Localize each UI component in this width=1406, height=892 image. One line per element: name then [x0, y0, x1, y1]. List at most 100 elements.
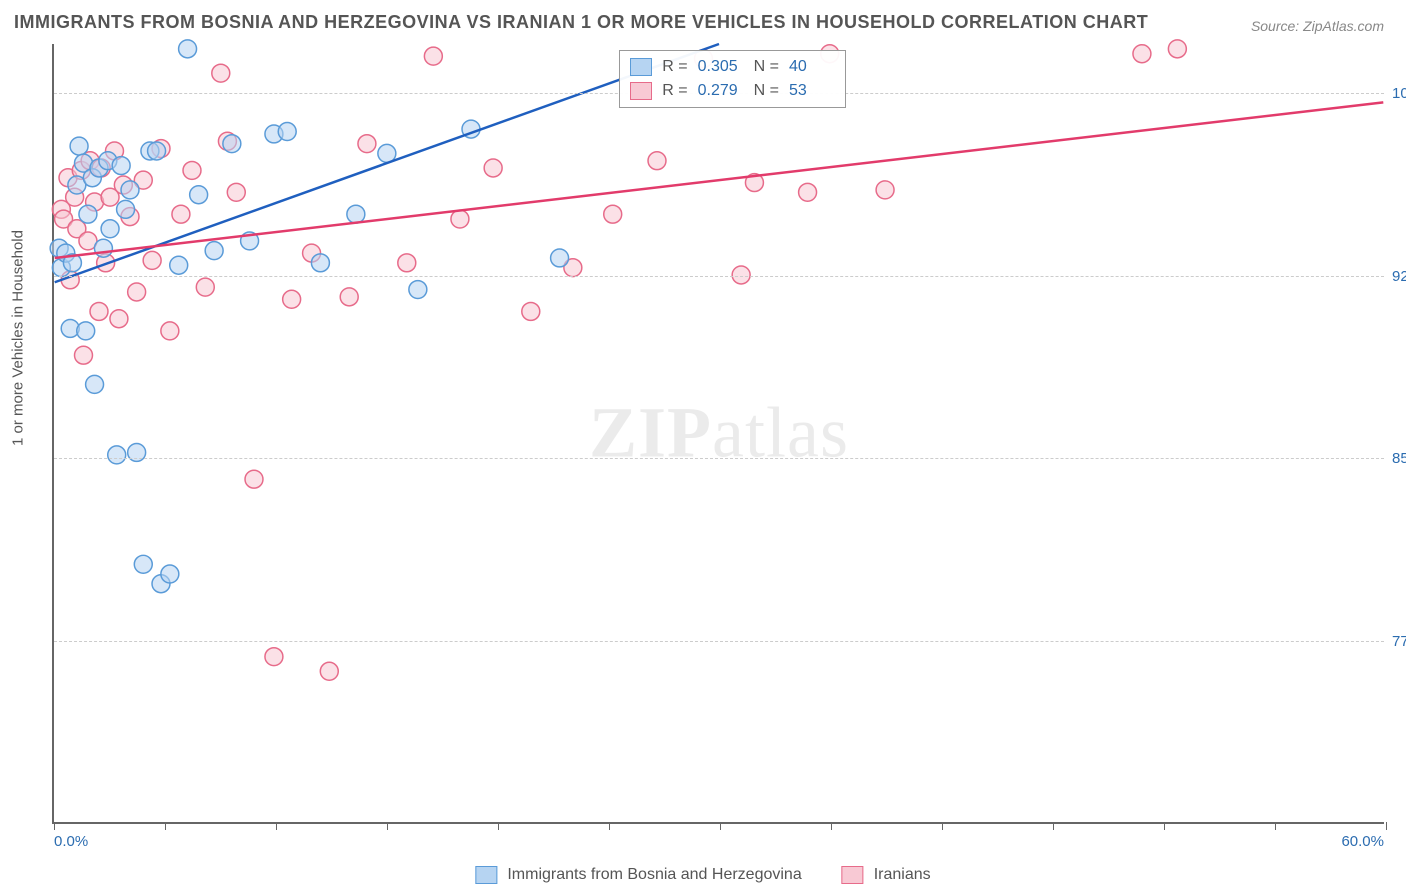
point-iranians	[484, 159, 502, 177]
point-iranians	[245, 470, 263, 488]
x-tick	[609, 822, 610, 830]
point-iranians	[75, 346, 93, 364]
y-axis-title: 1 or more Vehicles in Household	[10, 230, 27, 446]
point-bosnia	[205, 242, 223, 260]
legend-item-bosnia: Immigrants from Bosnia and Herzegovina	[475, 866, 801, 884]
point-bosnia	[134, 555, 152, 573]
y-tick-label: 77.5%	[1392, 633, 1406, 650]
point-iranians	[876, 181, 894, 199]
point-bosnia	[94, 239, 112, 257]
x-tick	[1164, 822, 1165, 830]
point-bosnia	[347, 205, 365, 223]
y-tick-label: 85.0%	[1392, 450, 1406, 467]
point-bosnia	[77, 322, 95, 340]
point-bosnia	[121, 181, 139, 199]
point-iranians	[424, 47, 442, 65]
x-tick	[165, 822, 166, 830]
legend-r-label: R =	[662, 79, 687, 103]
x-tick	[54, 822, 55, 830]
x-tick	[1275, 822, 1276, 830]
point-bosnia	[170, 256, 188, 274]
legend-r-value: 0.279	[698, 79, 744, 103]
plot-area: ZIPatlas 0.0% 60.0% 100.0%92.5%85.0%77.5…	[52, 44, 1384, 824]
point-iranians	[604, 205, 622, 223]
legend-stats-row-iranians: R = 0.279 N = 53	[630, 79, 835, 103]
point-iranians	[196, 278, 214, 296]
source-attribution: Source: ZipAtlas.com	[1251, 18, 1384, 34]
point-iranians	[90, 302, 108, 320]
x-axis-max-label: 60.0%	[1341, 833, 1384, 850]
point-iranians	[1168, 40, 1186, 58]
point-bosnia	[223, 135, 241, 153]
point-bosnia	[117, 200, 135, 218]
trendline-iranians	[55, 102, 1384, 258]
legend-n-value: 53	[789, 79, 835, 103]
point-bosnia	[311, 254, 329, 272]
legend-bottom: Immigrants from Bosnia and Herzegovina I…	[475, 866, 930, 884]
legend-stats-row-bosnia: R = 0.305 N = 40	[630, 55, 835, 79]
point-iranians	[648, 152, 666, 170]
point-iranians	[799, 183, 817, 201]
legend-r-value: 0.305	[698, 55, 744, 79]
point-bosnia	[409, 281, 427, 299]
point-iranians	[128, 283, 146, 301]
point-iranians	[265, 648, 283, 666]
x-tick	[387, 822, 388, 830]
point-bosnia	[161, 565, 179, 583]
x-tick	[498, 822, 499, 830]
x-tick	[1386, 822, 1387, 830]
y-tick-label: 92.5%	[1392, 268, 1406, 285]
x-tick	[942, 822, 943, 830]
point-iranians	[283, 290, 301, 308]
point-iranians	[320, 662, 338, 680]
point-bosnia	[179, 40, 197, 58]
point-bosnia	[86, 375, 104, 393]
point-iranians	[110, 310, 128, 328]
y-tick-label: 100.0%	[1392, 85, 1406, 102]
legend-r-label: R =	[662, 55, 687, 79]
plot-svg	[54, 44, 1384, 822]
legend-n-label: N =	[754, 55, 779, 79]
gridline: 92.5%	[54, 276, 1384, 277]
point-iranians	[212, 64, 230, 82]
legend-swatch-bosnia	[475, 866, 497, 884]
legend-n-value: 40	[789, 55, 835, 79]
point-iranians	[172, 205, 190, 223]
point-iranians	[340, 288, 358, 306]
legend-n-label: N =	[754, 79, 779, 103]
legend-stats: R = 0.305 N = 40 R = 0.279 N = 53	[619, 50, 846, 108]
correlation-chart: IMMIGRANTS FROM BOSNIA AND HERZEGOVINA V…	[0, 0, 1406, 892]
point-iranians	[1133, 45, 1151, 63]
point-bosnia	[190, 186, 208, 204]
x-tick	[720, 822, 721, 830]
point-iranians	[161, 322, 179, 340]
point-bosnia	[551, 249, 569, 267]
point-bosnia	[108, 446, 126, 464]
point-bosnia	[148, 142, 166, 160]
point-bosnia	[79, 205, 97, 223]
point-iranians	[358, 135, 376, 153]
legend-swatch	[630, 82, 652, 100]
point-iranians	[183, 161, 201, 179]
legend-swatch	[630, 58, 652, 76]
chart-title: IMMIGRANTS FROM BOSNIA AND HERZEGOVINA V…	[14, 12, 1148, 33]
x-tick	[276, 822, 277, 830]
point-iranians	[522, 302, 540, 320]
legend-item-iranians: Iranians	[842, 866, 931, 884]
legend-label-iranians: Iranians	[874, 866, 931, 884]
legend-swatch-iranians	[842, 866, 864, 884]
x-axis-min-label: 0.0%	[54, 833, 88, 850]
point-bosnia	[70, 137, 88, 155]
point-bosnia	[112, 157, 130, 175]
gridline: 77.5%	[54, 641, 1384, 642]
point-bosnia	[101, 220, 119, 238]
legend-label-bosnia: Immigrants from Bosnia and Herzegovina	[507, 866, 801, 884]
point-iranians	[398, 254, 416, 272]
point-bosnia	[278, 123, 296, 141]
point-iranians	[227, 183, 245, 201]
point-iranians	[143, 251, 161, 269]
x-tick	[1053, 822, 1054, 830]
point-iranians	[451, 210, 469, 228]
gridline: 85.0%	[54, 458, 1384, 459]
x-tick	[831, 822, 832, 830]
